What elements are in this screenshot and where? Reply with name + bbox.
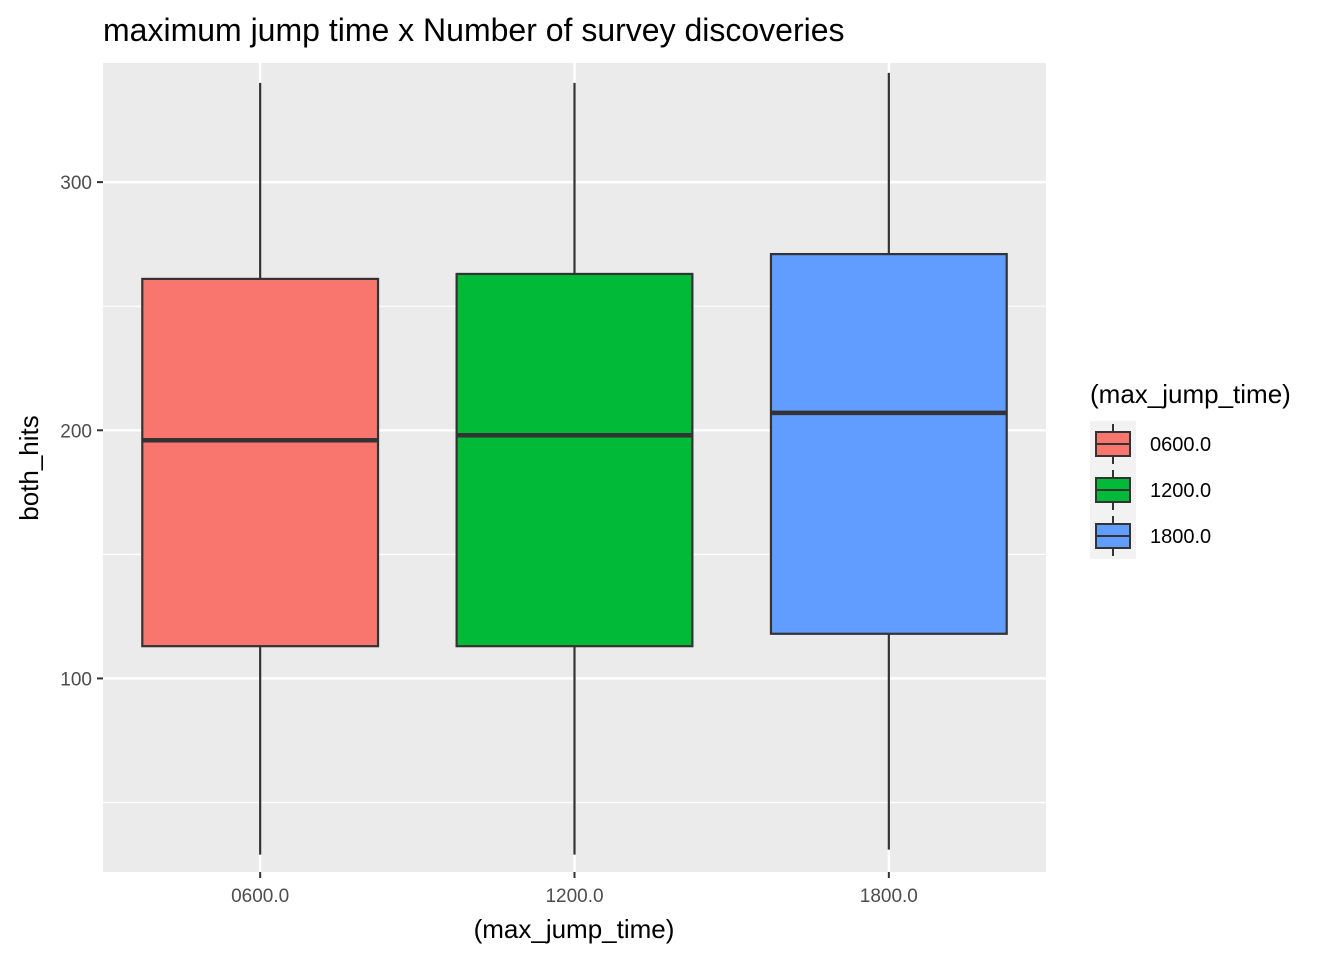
box-1200.0 — [455, 82, 694, 855]
box-0600.0 — [141, 82, 380, 855]
x-tick-label: 0600.0 — [231, 886, 289, 907]
legend-label: 0600.0 — [1150, 434, 1211, 456]
y-tick-label: 200 — [60, 421, 92, 442]
box-body — [141, 277, 380, 648]
x-tick-label: 1200.0 — [545, 886, 603, 907]
x-axis-label: (max_jump_time) — [474, 914, 675, 944]
legend: (max_jump_time) 0600.0 1200.0 1800.0 — [1090, 379, 1291, 559]
y-tick-label: 100 — [60, 669, 92, 690]
box-1800.0 — [769, 72, 1008, 850]
legend-item-1200.0: 1200.0 — [1090, 467, 1211, 513]
y-axis-label: both_hits — [14, 415, 44, 521]
x-axis-ticks: 0600.0 1200.0 1800.0 — [231, 872, 918, 907]
legend-label: 1800.0 — [1150, 526, 1211, 548]
legend-item-1800.0: 1800.0 — [1090, 513, 1211, 559]
chart-title: maximum jump time x Number of survey dis… — [103, 12, 845, 48]
y-tick-label: 300 — [60, 173, 92, 194]
legend-label: 1200.0 — [1150, 480, 1211, 502]
x-tick-label: 1800.0 — [860, 886, 918, 907]
legend-title: (max_jump_time) — [1090, 379, 1291, 409]
boxes — [141, 72, 1008, 855]
box-body — [455, 272, 694, 648]
box-body — [769, 252, 1008, 635]
legend-item-0600.0: 0600.0 — [1090, 421, 1211, 467]
y-axis-ticks: 100 200 300 — [60, 173, 103, 690]
